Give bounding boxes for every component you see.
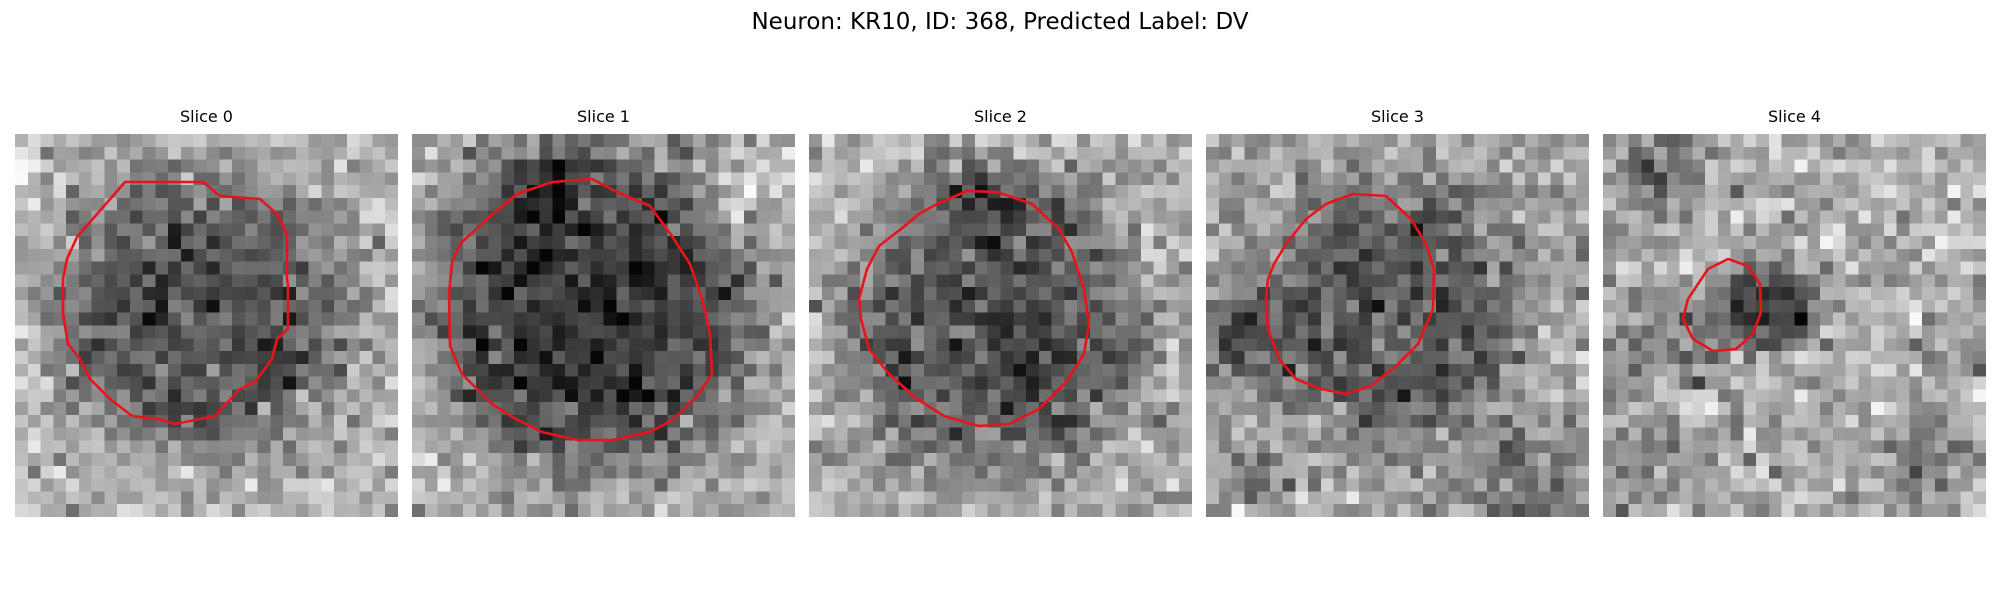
slice-title: Slice 4 [1768, 107, 1821, 126]
slice-image [1603, 134, 1986, 517]
slice-image [809, 134, 1192, 517]
slice-panel-0: Slice 0 [15, 107, 398, 529]
slice-title: Slice 0 [180, 107, 233, 126]
figure-title: Neuron: KR10, ID: 368, Predicted Label: … [751, 9, 1249, 35]
slice-image [412, 134, 795, 517]
slice-panel-4: Slice 4 [1603, 107, 1986, 529]
roi-contour-overlay [857, 189, 1091, 428]
slice-panel-1: Slice 1 [412, 107, 795, 529]
roi-contour-overlay [61, 180, 290, 426]
slice-panel-3: Slice 3 [1206, 107, 1589, 529]
slice-title: Slice 3 [1371, 107, 1424, 126]
roi-contour [61, 180, 290, 426]
roi-contour [447, 177, 714, 442]
slice-title: Slice 1 [577, 107, 630, 126]
slice-panel-2: Slice 2 [809, 107, 1192, 529]
slice-image [15, 134, 398, 517]
roi-contour-overlay [1264, 192, 1436, 396]
roi-contour [1681, 257, 1763, 353]
roi-contour [857, 189, 1091, 428]
slice-title: Slice 2 [974, 107, 1027, 126]
roi-contour [1264, 192, 1436, 396]
roi-contour-overlay [447, 177, 714, 442]
roi-contour-overlay [1681, 257, 1763, 353]
slice-image [1206, 134, 1589, 517]
